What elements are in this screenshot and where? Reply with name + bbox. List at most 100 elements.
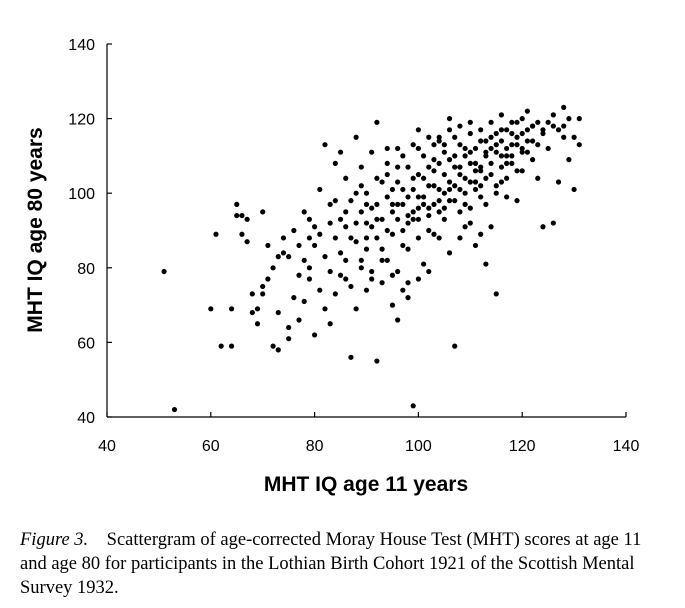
data-point xyxy=(296,272,302,278)
data-point xyxy=(446,127,453,133)
data-point xyxy=(389,209,396,215)
data-point xyxy=(529,123,536,129)
data-point xyxy=(514,198,520,204)
data-point xyxy=(571,134,577,140)
data-point xyxy=(426,212,432,219)
data-point xyxy=(270,265,276,271)
data-point xyxy=(395,145,401,152)
data-point xyxy=(493,142,499,148)
data-point xyxy=(478,194,484,200)
data-point xyxy=(275,347,281,353)
data-point xyxy=(436,209,442,215)
data-point xyxy=(519,149,525,155)
data-point xyxy=(301,298,307,304)
data-point xyxy=(353,190,359,196)
data-point xyxy=(540,127,546,133)
data-point xyxy=(420,175,427,181)
data-point xyxy=(405,164,411,170)
data-point xyxy=(389,302,396,308)
data-point xyxy=(441,205,447,211)
data-point xyxy=(529,138,536,144)
data-point xyxy=(446,250,453,256)
data-point xyxy=(260,291,266,297)
data-point xyxy=(420,153,427,159)
data-point xyxy=(535,119,541,125)
data-point xyxy=(213,231,219,237)
data-point xyxy=(379,216,385,222)
data-point xyxy=(488,160,494,166)
data-point xyxy=(498,112,505,118)
y-tick-label: 60 xyxy=(77,335,95,352)
data-point xyxy=(446,157,453,163)
data-point xyxy=(431,157,437,163)
data-point xyxy=(405,280,411,286)
data-point xyxy=(400,153,406,159)
data-point xyxy=(270,343,276,349)
data-point xyxy=(514,142,520,148)
data-point xyxy=(400,186,406,193)
y-tick-label: 100 xyxy=(68,186,95,203)
data-point xyxy=(457,171,463,178)
data-point xyxy=(353,220,359,226)
data-point xyxy=(280,235,287,241)
data-point xyxy=(353,306,359,312)
data-point xyxy=(208,306,214,312)
data-point xyxy=(452,164,458,170)
data-point xyxy=(400,242,406,249)
data-point xyxy=(348,354,354,360)
data-point xyxy=(462,175,468,181)
data-point xyxy=(322,254,328,260)
data-point xyxy=(369,224,375,230)
data-point xyxy=(524,127,530,133)
data-point xyxy=(452,134,458,140)
data-point xyxy=(415,205,421,211)
data-point xyxy=(457,235,463,241)
data-point xyxy=(446,198,453,204)
data-point xyxy=(415,171,421,178)
data-point xyxy=(555,179,562,185)
data-point xyxy=(561,104,567,111)
data-point xyxy=(286,324,292,331)
data-point xyxy=(301,257,307,263)
x-axis-title: MHT IQ age 11 years xyxy=(264,473,468,496)
data-point xyxy=(395,164,401,170)
data-point xyxy=(519,116,525,122)
y-tick-label: 120 xyxy=(68,112,95,129)
data-point xyxy=(374,119,380,125)
data-point xyxy=(431,142,437,148)
data-point xyxy=(426,268,432,275)
data-point xyxy=(576,116,582,122)
data-point xyxy=(478,127,484,133)
data-point xyxy=(343,276,349,282)
data-point xyxy=(472,160,479,166)
data-point xyxy=(488,134,494,140)
data-point xyxy=(415,145,421,152)
data-point xyxy=(301,209,307,215)
data-point xyxy=(540,130,546,137)
data-point xyxy=(389,186,396,193)
data-point xyxy=(504,175,510,181)
data-point xyxy=(332,235,338,241)
data-point xyxy=(327,201,333,207)
data-point xyxy=(462,190,468,196)
figure-caption: Figure 3. Scattergram of age-corrected M… xyxy=(20,528,670,600)
data-point xyxy=(571,186,577,193)
data-point xyxy=(488,119,494,125)
data-point xyxy=(312,332,318,338)
data-point xyxy=(535,142,541,148)
data-point xyxy=(483,175,489,181)
data-point xyxy=(322,306,328,312)
axes: 40 60 80 100 120 140 40 60 80 100 120 140 xyxy=(68,37,639,455)
data-point xyxy=(498,127,505,133)
data-point xyxy=(363,235,370,241)
data-point xyxy=(337,216,344,222)
data-point xyxy=(332,198,338,204)
caption-label: Figure 3. xyxy=(20,530,89,550)
data-point xyxy=(410,142,416,148)
data-point xyxy=(420,261,427,267)
data-point xyxy=(327,321,333,327)
data-point xyxy=(561,123,567,129)
data-point xyxy=(498,179,505,185)
data-point xyxy=(400,227,406,234)
data-point xyxy=(524,138,530,144)
